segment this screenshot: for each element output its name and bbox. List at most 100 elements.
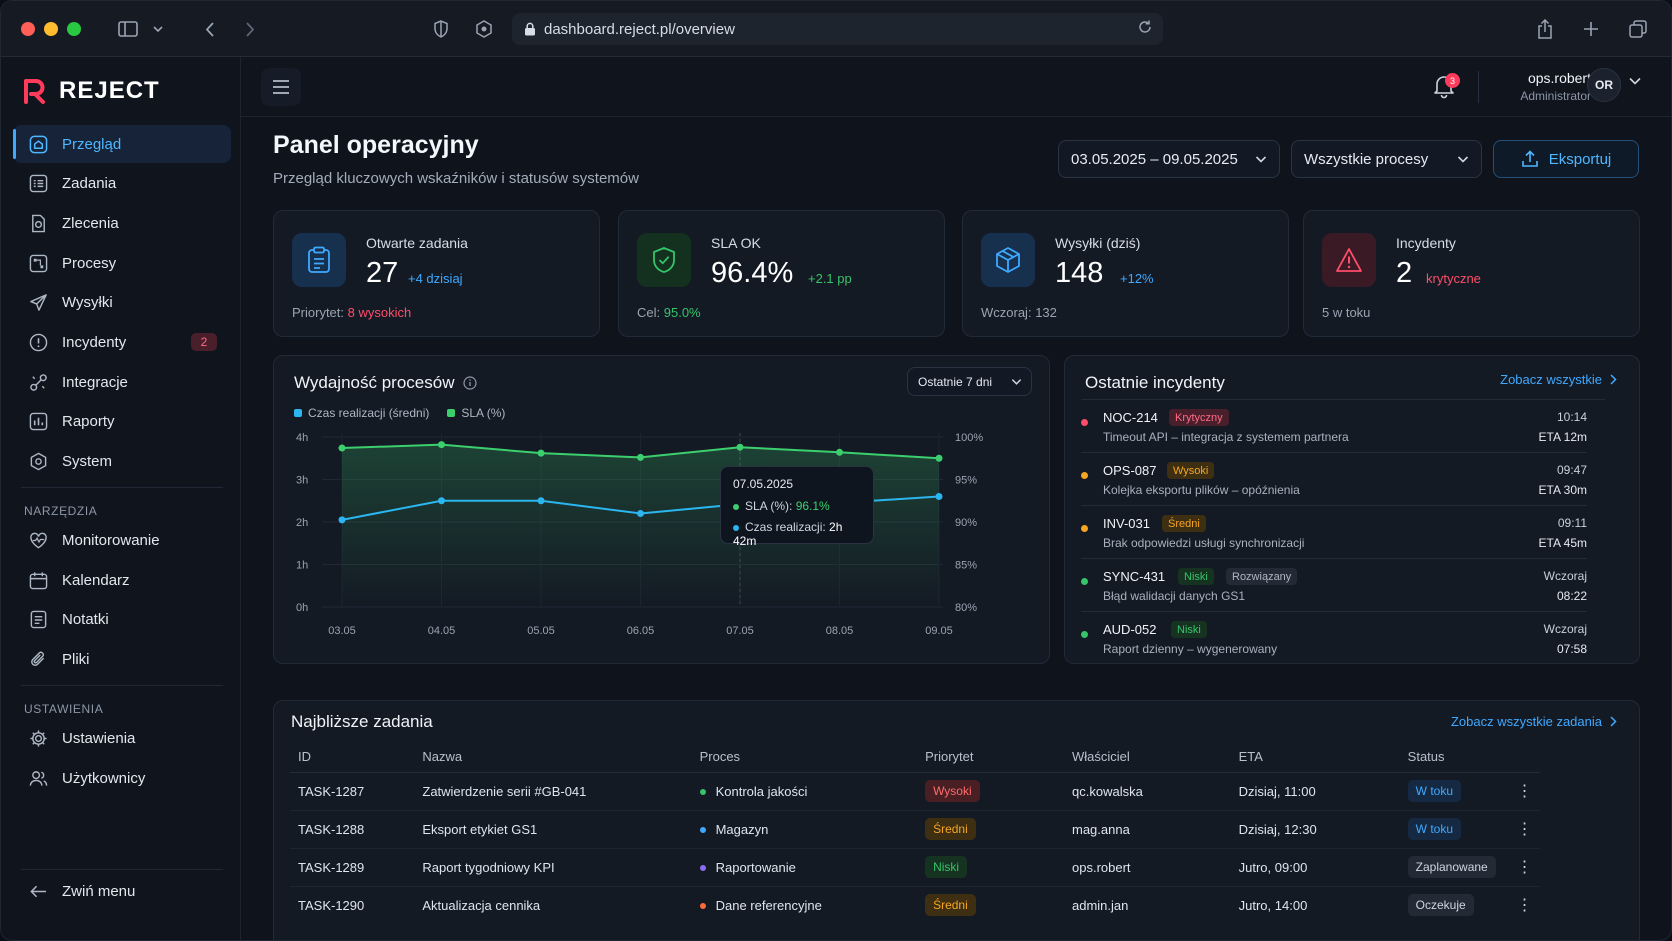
- incident-item[interactable]: NOC-214 Krytyczny Timeout API – integrac…: [1081, 400, 1587, 453]
- incident-item[interactable]: OPS-087 Wysoki Kolejka eksportu plików –…: [1081, 453, 1587, 506]
- export-button[interactable]: Eksportuj: [1493, 140, 1639, 178]
- sidebar-item-monitorowanie[interactable]: Monitorowanie: [13, 522, 231, 560]
- back-icon[interactable]: [201, 15, 217, 43]
- column-header[interactable]: Właściciel: [1064, 741, 1231, 773]
- incidents-see-all-link[interactable]: Zobacz wszystkie: [1500, 372, 1617, 387]
- sidebar-item-wysylki[interactable]: Wysyłki: [13, 284, 231, 322]
- share-icon[interactable]: [1535, 15, 1555, 43]
- sidebar-item-label: Incydenty: [62, 333, 127, 351]
- sidebar-item-raporty[interactable]: Raporty: [13, 403, 231, 441]
- sidebar-item-zlecenia[interactable]: Zlecenia: [13, 204, 231, 242]
- task-owner: qc.kowalska: [1064, 772, 1231, 811]
- tooltip-time-label: Czas realizacji:: [745, 520, 826, 534]
- reload-icon[interactable]: [1137, 19, 1153, 35]
- menu-toggle-button[interactable]: [261, 68, 301, 106]
- chevron-down-icon[interactable]: [151, 15, 165, 43]
- sidebar-item-incydenty[interactable]: Incydenty 2: [13, 323, 231, 361]
- incident-item[interactable]: INV-031 Średni Brak odpowiedzi usługi sy…: [1081, 506, 1587, 559]
- column-header[interactable]: Nazwa: [414, 741, 692, 773]
- table-row[interactable]: TASK-1290 Aktualizacja cennika Dane refe…: [290, 886, 1540, 924]
- avatar[interactable]: OR: [1587, 68, 1621, 102]
- address-bar[interactable]: dashboard.reject.pl/overview: [512, 13, 1163, 45]
- kpi-card-incidents[interactable]: Incydenty 2 krytyczne 5 w toku: [1303, 210, 1640, 337]
- legend-item-time[interactable]: Czas realizacji (średni): [294, 406, 429, 420]
- user-name[interactable]: ops.robert: [1527, 70, 1591, 86]
- date-range-select[interactable]: 03.05.2025 – 09.05.2025: [1058, 140, 1280, 178]
- severity-dot: [1081, 472, 1088, 479]
- kebab-menu-icon[interactable]: ⋮: [1516, 821, 1533, 838]
- sidebar-item-notatki[interactable]: Notatki: [13, 601, 231, 639]
- collapse-menu-button[interactable]: Zwiń menu: [13, 872, 231, 910]
- sidebar-item-uzytkownicy[interactable]: Użytkownicy: [13, 759, 231, 797]
- incidents-count-badge: 2: [191, 333, 217, 352]
- home-icon: [29, 135, 48, 153]
- new-tab-icon[interactable]: [1581, 15, 1601, 43]
- time-series-point: [338, 516, 346, 524]
- task-priority: Średni: [917, 886, 1064, 924]
- incident-item[interactable]: SYNC-431 Niski Rozwiązany Błąd walidacji…: [1081, 559, 1587, 612]
- sidebar-toggle-icon[interactable]: [116, 15, 140, 43]
- minimize-window-button[interactable]: [44, 21, 58, 36]
- calendar-icon: [29, 572, 48, 589]
- time-series-point: [537, 497, 545, 505]
- column-header[interactable]: ETA: [1230, 741, 1400, 773]
- shield-icon[interactable]: [431, 15, 451, 43]
- tabs-overview-icon[interactable]: [1627, 15, 1649, 43]
- table-row[interactable]: TASK-1288 Eksport etykiet GS1 Magazyn Śr…: [290, 810, 1540, 849]
- incident-id: AUD-052: [1103, 622, 1157, 637]
- y-right-tick-label: 95%: [955, 475, 977, 487]
- column-header[interactable]: Priorytet: [917, 741, 1064, 773]
- process-filter-select[interactable]: Wszystkie procesy: [1291, 140, 1482, 178]
- maximize-window-button[interactable]: [67, 21, 81, 36]
- column-header[interactable]: Status: [1399, 741, 1509, 773]
- sidebar-item-label: Procesy: [62, 254, 117, 272]
- task-name: Aktualizacja cennika: [422, 897, 541, 913]
- incident-eta: ETA 45m: [1538, 536, 1587, 550]
- sidebar-item-zadania[interactable]: Zadania: [13, 165, 231, 203]
- forward-icon[interactable]: [242, 15, 258, 43]
- table-row[interactable]: TASK-1289 Raport tygodniowy KPI Raportow…: [290, 848, 1540, 887]
- monitor-icon: [30, 532, 47, 549]
- kpi-card-shipments[interactable]: Wysyłki (dziś) 148 +12% Wczoraj: 132: [962, 210, 1289, 337]
- range-select[interactable]: Ostatnie 7 dni: [907, 367, 1032, 396]
- kebab-menu-icon[interactable]: ⋮: [1516, 859, 1533, 876]
- status-badge: W toku: [1407, 780, 1461, 802]
- sidebar-item-przeglad[interactable]: Przegląd: [13, 125, 231, 163]
- sidebar-item-integracje[interactable]: Integracje: [13, 363, 231, 401]
- chevron-down-icon[interactable]: [1629, 77, 1641, 85]
- extension-icon[interactable]: [474, 15, 494, 43]
- sla-series-point: [637, 453, 644, 461]
- tasks-see-all-link[interactable]: Zobacz wszystkie zadania: [1451, 714, 1617, 729]
- page-subtitle: Przegląd kluczowych wskaźników i statusó…: [273, 170, 639, 187]
- x-tick-label: 07.05: [726, 625, 754, 637]
- tooltip-date: 07.05.2025: [733, 477, 794, 491]
- column-header[interactable]: Proces: [691, 741, 918, 773]
- date-range-value: 03.05.2025 – 09.05.2025: [1071, 150, 1238, 168]
- sidebar-item-ustawienia[interactable]: Ustawienia: [13, 720, 231, 758]
- kebab-menu-icon[interactable]: ⋮: [1516, 897, 1533, 915]
- kpi-footer: Cel: 95.0%: [637, 305, 701, 320]
- kpi-value: 27: [366, 257, 399, 289]
- kpi-value: 96.4%: [711, 257, 794, 289]
- sidebar-item-system[interactable]: System: [13, 443, 231, 481]
- close-window-button[interactable]: [21, 21, 35, 36]
- info-icon[interactable]: [463, 376, 477, 390]
- incident-desc: Błąd walidacji danych GS1: [1103, 589, 1246, 603]
- kpi-label: SLA OK: [711, 235, 761, 251]
- brand[interactable]: REJECT: [23, 77, 160, 105]
- incident-item[interactable]: AUD-052 Niski Raport dzienny – wygenerow…: [1081, 612, 1587, 665]
- kpi-card-open-tasks[interactable]: Otwarte zadania 27 +4 dzisiaj Priorytet:…: [273, 210, 600, 337]
- sidebar-item-label: Zadania: [62, 175, 117, 193]
- sidebar-item-kalendarz[interactable]: Kalendarz: [13, 561, 231, 599]
- legend-item-sla[interactable]: SLA (%): [447, 406, 505, 420]
- kebab-menu-icon[interactable]: ⋮: [1516, 783, 1533, 800]
- table-row[interactable]: TASK-1287 Zatwierdzenie serii #GB-041 Ko…: [290, 772, 1540, 811]
- sidebar-item-procesy[interactable]: Procesy: [13, 244, 231, 282]
- kpi-card-sla[interactable]: SLA OK 96.4% +2.1 pp Cel: 95.0%: [618, 210, 945, 337]
- chart-legend: Czas realizacji (średni) SLA (%): [294, 406, 505, 420]
- task-name: Zatwierdzenie serii #GB-041: [414, 772, 692, 811]
- browser-toolbar: dashboard.reject.pl/overview: [1, 1, 1671, 57]
- chart-tooltip: 07.05.2025 SLA (%): 96.1% Czas realizacj…: [720, 466, 874, 548]
- column-header[interactable]: ID: [290, 741, 415, 773]
- sidebar-item-pliki[interactable]: Pliki: [13, 641, 231, 679]
